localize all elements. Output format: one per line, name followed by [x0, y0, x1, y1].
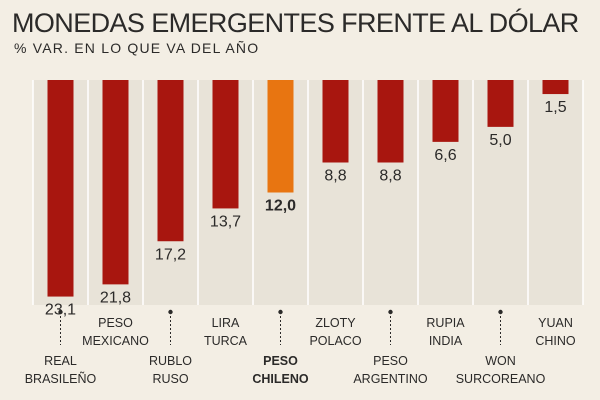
- category-label: BRASILEÑO: [25, 372, 97, 386]
- category-label: PESO: [98, 316, 133, 330]
- bar-zloty-polaco: [322, 80, 349, 163]
- leader-dot: [168, 309, 173, 315]
- value-label: 12,0: [265, 198, 296, 215]
- value-label: 6,6: [434, 147, 456, 164]
- bar-rupia-india: [432, 80, 459, 142]
- category-label: RUPIA: [426, 316, 465, 330]
- bar-real-brasileño: [47, 80, 74, 297]
- category-label: POLACO: [309, 334, 361, 348]
- value-label: 17,2: [155, 246, 186, 263]
- value-label: 1,5: [544, 99, 566, 116]
- category-label: SURCOREANO: [456, 372, 546, 386]
- bar-won-surcoreano: [487, 80, 514, 127]
- chart-title: MONEDAS EMERGENTES FRENTE AL DÓLAR: [12, 8, 579, 38]
- bar-lira-turca: [212, 80, 239, 209]
- value-label: 13,7: [210, 213, 241, 230]
- value-label: 5,0: [489, 132, 511, 149]
- category-label: PESO: [263, 354, 298, 368]
- category-label: PESO: [373, 354, 408, 368]
- category-label: MEXICANO: [82, 334, 149, 348]
- bar-peso-argentino: [377, 80, 404, 163]
- bar-peso-mexicano: [102, 80, 129, 285]
- value-label: 8,8: [324, 168, 346, 185]
- category-label: INDIA: [429, 334, 463, 348]
- category-label: CHILENO: [252, 372, 309, 386]
- leader-dot: [498, 309, 503, 315]
- category-label: RUBLO: [149, 354, 192, 368]
- chart-subtitle: % VAR. EN LO QUE VA DEL AÑO: [14, 40, 260, 56]
- category-label: WON: [485, 354, 516, 368]
- bar-rublo-ruso: [157, 80, 184, 242]
- category-label: ZLOTY: [315, 316, 356, 330]
- value-label: 21,8: [100, 289, 131, 306]
- category-label: YUAN: [538, 316, 573, 330]
- value-label: 8,8: [379, 168, 401, 185]
- category-label: LIRA: [212, 316, 240, 330]
- bar-peso-chileno: [267, 80, 294, 193]
- leader-dot: [58, 309, 63, 315]
- category-label: TURCA: [204, 334, 248, 348]
- category-label: ARGENTINO: [353, 372, 428, 386]
- category-label: RUSO: [152, 372, 188, 386]
- category-label: REAL: [44, 354, 77, 368]
- bar-yuan-chino: [542, 80, 569, 95]
- leader-dot: [278, 309, 283, 315]
- leader-dot: [388, 309, 393, 315]
- category-label: CHINO: [535, 334, 576, 348]
